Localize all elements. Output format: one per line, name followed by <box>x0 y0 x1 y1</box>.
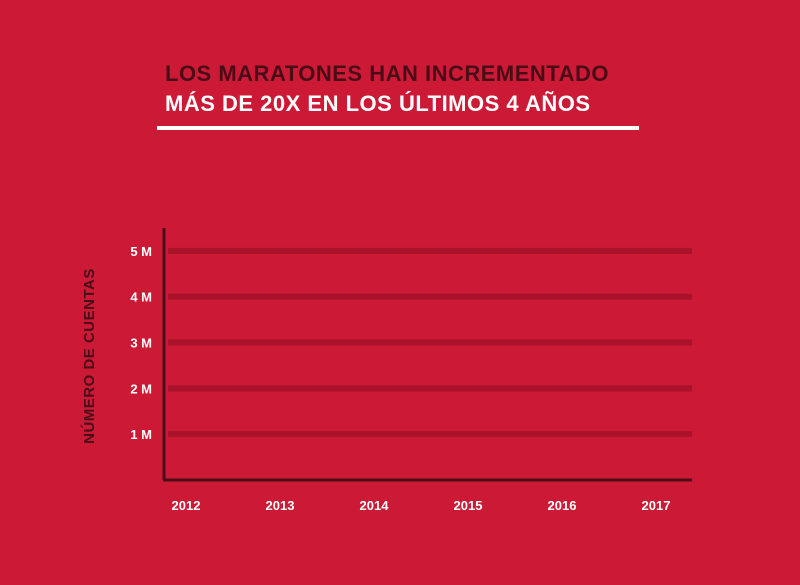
chart-title: LOS MARATONES HAN INCREMENTADO MÁS DE 20… <box>157 60 647 130</box>
y-tick-label: 4 M <box>130 290 152 305</box>
y-tick-label: 2 M <box>130 381 152 396</box>
x-tick-label: 2015 <box>454 498 483 513</box>
chart-title-line2: MÁS DE 20X EN LOS ÚLTIMOS 4 AÑOS <box>165 91 591 116</box>
y-tick-label: 3 M <box>130 336 152 351</box>
x-tick-label: 2016 <box>548 498 577 513</box>
x-tick-label: 2012 <box>172 498 201 513</box>
gridlines <box>168 247 692 438</box>
chart-title-line1: LOS MARATONES HAN INCREMENTADO <box>165 61 609 86</box>
y-tick-label: 1 M <box>130 427 152 442</box>
title-underline <box>157 126 639 130</box>
axes <box>162 228 692 482</box>
y-tick-labels: 1 M 2 M 3 M 4 M 5 M <box>130 244 152 442</box>
x-tick-label: 2013 <box>266 498 295 513</box>
x-tick-label: 2017 <box>642 498 671 513</box>
y-tick-label: 5 M <box>130 244 152 259</box>
y-axis-title: NÚMERO DE CUENTAS <box>80 268 98 444</box>
x-tick-labels: 2012 2013 2014 2015 2016 2017 <box>172 498 671 513</box>
x-tick-label: 2014 <box>360 498 390 513</box>
